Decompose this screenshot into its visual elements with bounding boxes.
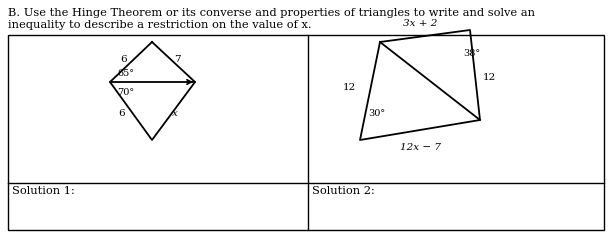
Text: 38°: 38°	[463, 49, 480, 59]
Text: x: x	[172, 108, 178, 118]
Text: Solution 1:: Solution 1:	[12, 186, 75, 196]
Text: 7: 7	[174, 54, 181, 64]
Text: 30°: 30°	[368, 109, 385, 119]
Text: 65°: 65°	[117, 69, 134, 78]
Text: B. Use the Hinge Theorem or its converse and properties of triangles to write an: B. Use the Hinge Theorem or its converse…	[8, 8, 535, 18]
Text: 12: 12	[343, 84, 356, 92]
Text: 12x − 7: 12x − 7	[400, 144, 441, 152]
Text: 12: 12	[483, 73, 496, 83]
Text: inequality to describe a restriction on the value of x.: inequality to describe a restriction on …	[8, 20, 312, 30]
Text: 70°: 70°	[117, 88, 134, 97]
Text: Solution 2:: Solution 2:	[312, 186, 375, 196]
Bar	[8, 35, 604, 230]
Text: 3x + 2: 3x + 2	[403, 19, 437, 29]
Text: 6: 6	[119, 108, 125, 118]
Text: 6: 6	[121, 54, 127, 64]
